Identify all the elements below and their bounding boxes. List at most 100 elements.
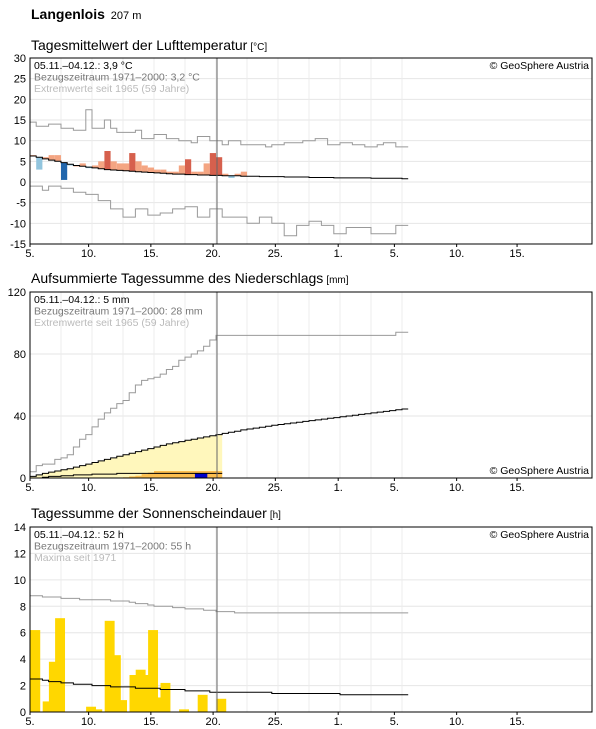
- info-line: Bezugszeitraum 1971–2000: 55 h: [34, 541, 191, 553]
- station-name: Langenlois: [31, 6, 105, 22]
- precipitation-panel-title: Aufsummierte Tagessumme des Niederschlag…: [31, 270, 349, 286]
- sunshine-bar: [216, 698, 227, 712]
- y-tick-label: -10: [10, 218, 26, 230]
- temperature-bar: [209, 153, 216, 176]
- precipitation-unit: [mm]: [326, 275, 349, 286]
- y-tick-label: 12: [14, 548, 26, 560]
- temperature-bar: [129, 153, 136, 172]
- precipitation-title: Aufsummierte Tagessumme des Niederschlag…: [31, 270, 324, 286]
- precipitation-actual-area: [30, 471, 223, 478]
- temperature-title: Tagesmittelwert der Lufttemperatur: [31, 37, 248, 53]
- x-tick-label: 10.: [81, 716, 96, 728]
- info-line: Maxima seit 1971: [34, 552, 116, 564]
- info-line: 05.11.–04.12.: 52 h: [34, 529, 124, 541]
- copyright-label: © GeoSphere Austria: [490, 529, 590, 541]
- y-tick-label: 0: [20, 473, 26, 485]
- temperature-bar: [104, 151, 111, 170]
- sunshine-bar: [141, 675, 152, 712]
- info-line: Extremwerte seit 1965 (59 Jahre): [34, 83, 189, 95]
- sunshine-bar: [135, 669, 146, 712]
- info-line: Extremwerte seit 1965 (59 Jahre): [34, 317, 189, 329]
- y-tick-label: 10: [14, 136, 26, 148]
- x-tick-label: 20.: [205, 716, 220, 728]
- y-tick-label: -15: [10, 239, 26, 251]
- x-tick-label: 1.: [334, 482, 343, 494]
- temperature-bar: [36, 157, 43, 170]
- x-tick-label: 20.: [205, 248, 220, 260]
- sunshine-title: Tagessumme der Sonnenscheindauer: [31, 505, 267, 521]
- y-tick-label: 30: [14, 53, 26, 65]
- temperature-bar: [110, 161, 117, 171]
- x-tick-label: 15.: [509, 482, 524, 494]
- y-tick-label: 120: [8, 287, 26, 299]
- temperature-bar: [147, 167, 154, 173]
- temperature-bar: [228, 175, 235, 178]
- temperature-bar: [185, 159, 192, 175]
- temperature-bar: [42, 157, 49, 159]
- copyright-label: © GeoSphere Austria: [490, 465, 590, 477]
- sunshine-bar: [148, 630, 159, 712]
- temperature-bar: [79, 163, 86, 167]
- temperature-bar: [191, 171, 198, 175]
- temperature-bar: [178, 165, 185, 175]
- temperature-bar: [54, 155, 61, 162]
- x-tick-label: 5.: [390, 482, 399, 494]
- sunshine-maxima-line: [30, 595, 409, 614]
- x-tick-label: 25.: [268, 248, 283, 260]
- x-tick-label: 10.: [81, 248, 96, 260]
- y-tick-label: 10: [14, 575, 26, 587]
- x-tick-label: 10.: [81, 482, 96, 494]
- y-tick-label: 8: [20, 601, 26, 613]
- sunshine-bar: [117, 700, 128, 712]
- y-tick-label: 15: [14, 115, 26, 127]
- plot-frame: [29, 57, 593, 245]
- x-tick-label: 1.: [334, 248, 343, 260]
- temperature-bar: [216, 157, 223, 176]
- precipitation-max-line: [30, 331, 409, 473]
- temperature-bar: [141, 165, 148, 173]
- x-tick-label: 10.: [449, 482, 464, 494]
- x-tick-label: 5.: [25, 248, 34, 260]
- x-tick-label: 1.: [334, 716, 343, 728]
- x-tick-label: 15.: [143, 716, 158, 728]
- sunshine-bar: [92, 709, 103, 712]
- temperature-bar: [172, 171, 179, 175]
- copyright-label: © GeoSphere Austria: [490, 60, 590, 72]
- temperature-unit: [°C]: [250, 42, 268, 53]
- sunshine-bar: [197, 694, 208, 712]
- x-tick-label: 10.: [449, 716, 464, 728]
- y-tick-label: 6: [20, 628, 26, 640]
- sunshine-bar: [160, 682, 171, 712]
- y-tick-label: 40: [14, 411, 26, 423]
- plot-frame: [29, 526, 593, 713]
- temperature-bar: [240, 171, 247, 177]
- y-tick-label: 0: [20, 177, 26, 189]
- y-tick-label: 25: [14, 74, 26, 86]
- temperature-bar: [48, 155, 55, 161]
- x-tick-label: 5.: [390, 716, 399, 728]
- info-line: Bezugszeitraum 1971–2000: 3,2 °C: [34, 72, 200, 84]
- sunshine-bar: [129, 675, 140, 712]
- temperature-bar: [85, 167, 92, 169]
- sunshine-bar: [48, 661, 59, 712]
- y-tick-label: -5: [16, 198, 26, 210]
- temperature-bar: [197, 171, 204, 175]
- sunshine-bar: [55, 618, 66, 712]
- y-tick-label: 4: [20, 654, 26, 666]
- y-tick-label: 2: [20, 681, 26, 693]
- temperature-bar: [98, 161, 105, 169]
- temperature-bar: [61, 162, 68, 180]
- station-header: Langenlois 207 m: [31, 6, 141, 22]
- sunshine-bar: [110, 655, 121, 712]
- temperature-bar: [135, 161, 142, 172]
- sunshine-bar: [179, 709, 190, 712]
- info-line: 05.11.–04.12.: 3,9 °C: [34, 60, 133, 72]
- temperature-min-line: [30, 185, 409, 237]
- temperature-bar: [154, 169, 161, 173]
- x-tick-label: 10.: [449, 248, 464, 260]
- x-tick-label: 25.: [268, 716, 283, 728]
- x-tick-label: 5.: [25, 482, 34, 494]
